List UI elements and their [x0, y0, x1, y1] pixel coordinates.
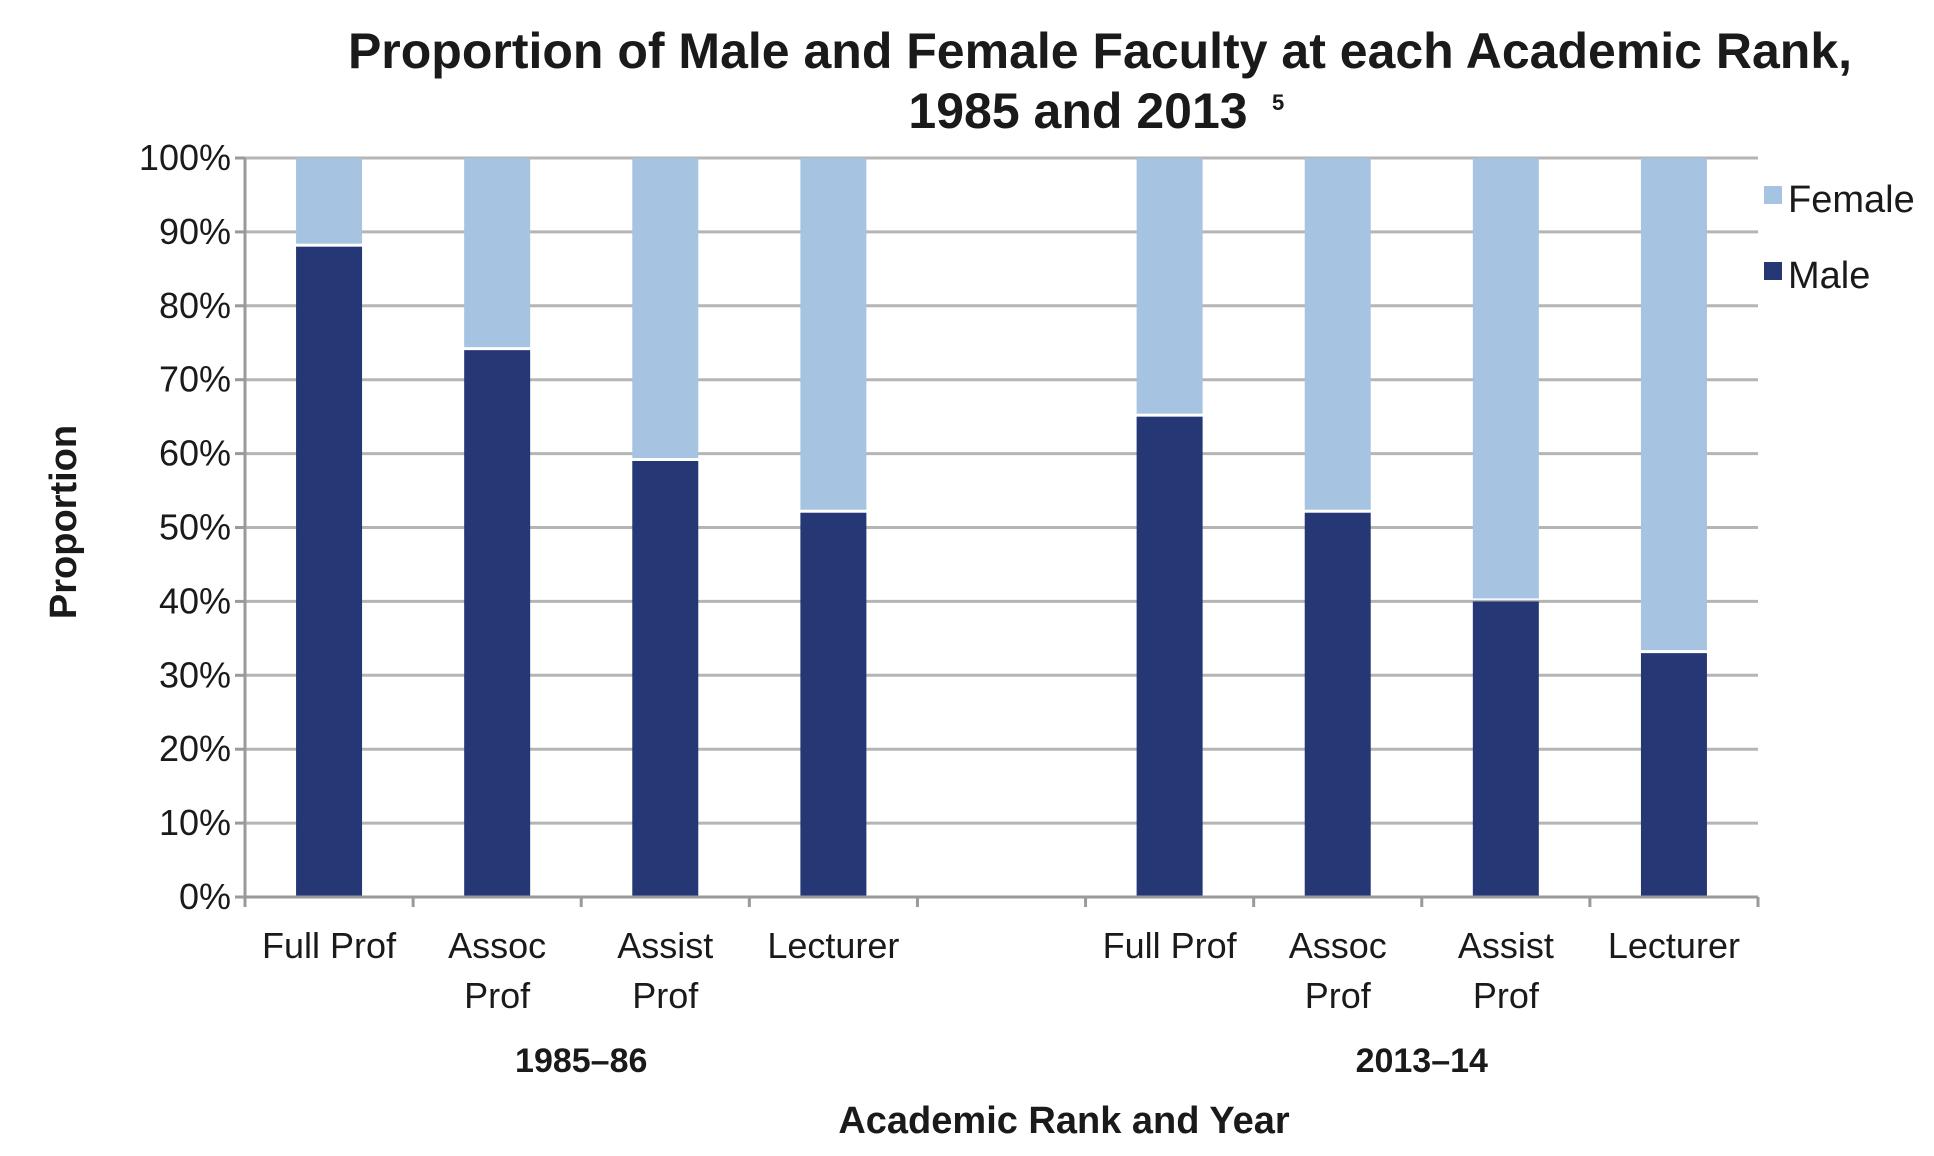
- bars: [296, 158, 1707, 897]
- bar-male-2-4: [1640, 653, 1707, 897]
- labels: Proportion of Male and Female Faculty at…: [43, 23, 1852, 1142]
- group-label-2: 2013–14: [1356, 1042, 1488, 1080]
- bar-female-2-2: [1304, 158, 1371, 510]
- bar-female-2-4: [1640, 158, 1707, 651]
- x-category-label-2-2-line-1: Assoc: [1289, 925, 1387, 966]
- y-tick-label-80: 80%: [159, 285, 231, 326]
- x-category-label-1-3-line-2: Prof: [632, 975, 699, 1016]
- y-tick-label-50: 50%: [159, 507, 231, 548]
- axes: [235, 156, 1760, 907]
- bar-male-1-1: [296, 246, 363, 897]
- chart-title-line-2: 1985 and 2013: [908, 83, 1247, 139]
- x-category-label-1-2-line-1: Assoc: [448, 925, 546, 966]
- x-category-label-2-1-line-1: Full Prof: [1103, 925, 1238, 966]
- bar-female-1-1: [296, 158, 363, 244]
- y-tick-label-70: 70%: [159, 359, 231, 400]
- bar-male-1-2: [464, 350, 531, 897]
- bar-male-2-2: [1304, 512, 1371, 897]
- x-category-label-1-4-line-1: Lecturer: [767, 925, 899, 966]
- y-tick-label-60: 60%: [159, 433, 231, 474]
- bar-male-2-1: [1136, 416, 1203, 897]
- y-tick-label-0: 0%: [179, 876, 231, 917]
- y-axis-title: Proportion: [43, 425, 85, 619]
- group-label-1: 1985–86: [515, 1042, 647, 1080]
- legend-swatch-female: [1764, 186, 1782, 204]
- bar-female-2-1: [1136, 158, 1203, 414]
- x-category-label-2-2-line-2: Prof: [1305, 975, 1372, 1016]
- bar-female-2-3: [1472, 158, 1539, 599]
- x-category-label-1-3-line-1: Assist: [617, 925, 713, 966]
- x-category-label-2-4-line-1: Lecturer: [1608, 925, 1740, 966]
- y-tick-label-30: 30%: [159, 654, 231, 695]
- bar-female-1-2: [464, 158, 531, 348]
- y-tick-label-40: 40%: [159, 580, 231, 621]
- x-category-label-1-2-line-2: Prof: [464, 975, 531, 1016]
- legend-label-female: Female: [1788, 179, 1915, 221]
- bar-female-1-3: [632, 158, 699, 458]
- x-category-label-1-1-line-1: Full Prof: [262, 925, 397, 966]
- x-category-label-2-3-line-1: Assist: [1458, 925, 1554, 966]
- legend: Female Male: [1764, 179, 1915, 297]
- bar-female-1-4: [800, 158, 867, 510]
- chart-title-superscript: 5: [1272, 90, 1284, 115]
- y-tick-label-10: 10%: [159, 802, 231, 843]
- bar-male-1-3: [632, 460, 699, 897]
- bar-male-2-3: [1472, 601, 1539, 897]
- y-tick-label-20: 20%: [159, 728, 231, 769]
- y-tick-label-90: 90%: [159, 211, 231, 252]
- y-tick-label-100: 100%: [139, 137, 231, 178]
- x-category-label-2-3-line-2: Prof: [1473, 975, 1540, 1016]
- chart-title-line-1: Proportion of Male and Female Faculty at…: [348, 23, 1852, 79]
- x-axis-title: Academic Rank and Year: [838, 1100, 1290, 1142]
- legend-label-male: Male: [1788, 255, 1870, 297]
- bar-male-1-4: [800, 512, 867, 897]
- legend-swatch-male: [1764, 262, 1782, 280]
